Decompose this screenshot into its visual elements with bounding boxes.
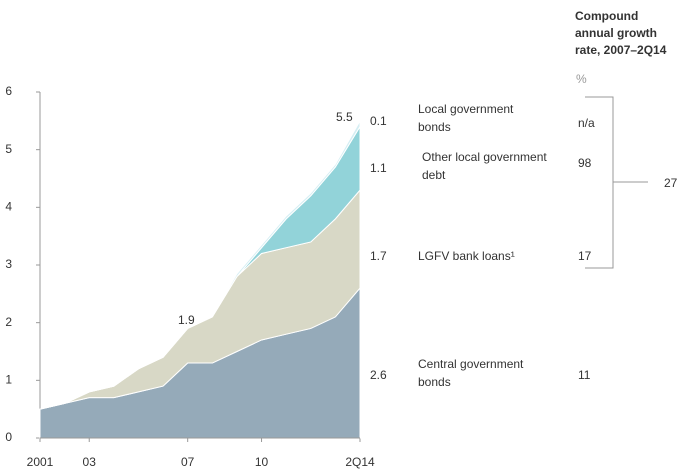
cagr-value: 17 bbox=[578, 249, 592, 263]
value-label: 1.7 bbox=[370, 249, 387, 263]
x-tick-label: 07 bbox=[181, 455, 195, 469]
series-label: Local government bonds bbox=[418, 102, 514, 134]
y-tick-label: 0 bbox=[5, 430, 12, 444]
cagr-unit: % bbox=[576, 72, 587, 86]
series-label: LGFV bank loans¹ bbox=[418, 249, 515, 263]
cagr-total: 27 bbox=[664, 176, 678, 190]
y-tick-label: 2 bbox=[5, 315, 12, 329]
value-label: 2.6 bbox=[370, 368, 387, 382]
area bbox=[39, 118, 361, 410]
y-tick-label: 5 bbox=[5, 142, 12, 156]
cagr-value: 98 bbox=[578, 156, 592, 170]
cagr-title: Compound annual growth rate, 2007–2Q14 bbox=[575, 9, 667, 57]
value-label: 0.1 bbox=[370, 114, 387, 128]
y-tick-label: 3 bbox=[5, 257, 12, 271]
cagr-value: 11 bbox=[578, 368, 591, 382]
x-tick-label: 03 bbox=[83, 455, 97, 469]
value-label: 1.1 bbox=[370, 161, 387, 175]
annotation: 1.9 bbox=[178, 313, 195, 327]
bracket bbox=[585, 96, 648, 269]
x-tick-label: 2001 bbox=[27, 455, 54, 469]
series-label: Other local government debt bbox=[422, 150, 547, 182]
x-tick-label: 2Q14 bbox=[345, 455, 375, 469]
cagr-value: n/a bbox=[578, 116, 595, 130]
annotation: 5.5 bbox=[336, 110, 353, 124]
y-tick-label: 6 bbox=[5, 84, 12, 98]
series-label: Central government bonds bbox=[418, 357, 524, 389]
y-tick-label: 1 bbox=[5, 373, 12, 387]
x-tick-label: 10 bbox=[255, 455, 269, 469]
y-tick-label: 4 bbox=[5, 200, 12, 214]
